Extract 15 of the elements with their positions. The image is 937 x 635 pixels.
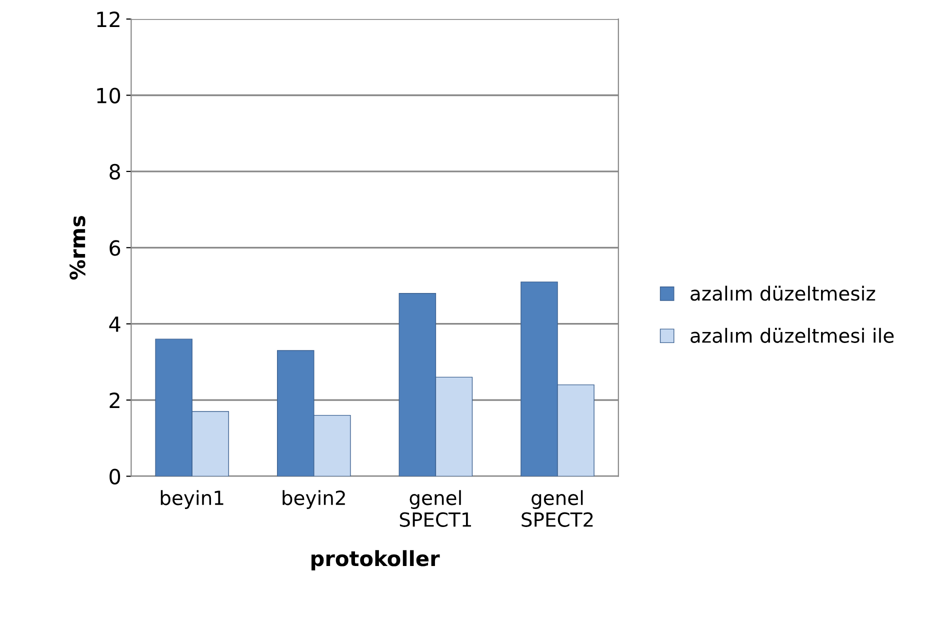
y-tick-label: 4 [109,316,120,332]
y-tick-label: 8 [110,164,120,180]
x-tick-label: genel SPECT1 [400,490,471,527]
y-tick-label: 0 [110,468,120,484]
y-tick-label: 12 [97,12,120,27]
x-tick-label: beyin2 [282,490,345,509]
y-tick-label: 2 [110,392,120,408]
legend-label: azalım düzeltmesi ile [690,328,894,343]
x-axis-title: protokoller [312,550,440,570]
y-tick-label: 10 [97,88,120,104]
x-tick-label: beyin1 [160,490,224,509]
y-tick-label: 6 [110,240,120,256]
x-tick-label: genel SPECT2 [522,490,593,527]
y-axis-title: %rms [70,216,86,280]
legend-label: azalım düzeltmesiz [690,286,876,301]
